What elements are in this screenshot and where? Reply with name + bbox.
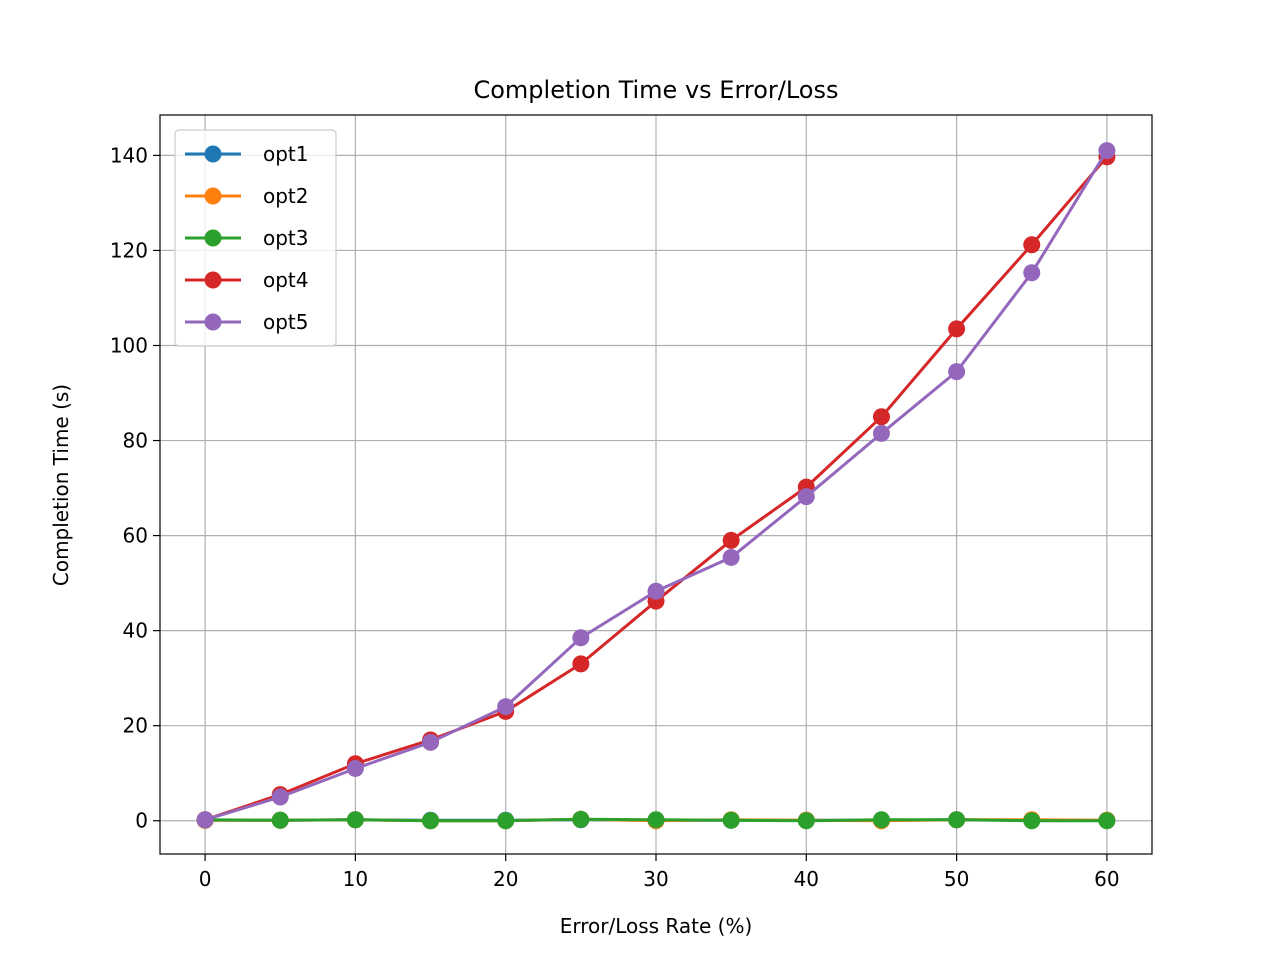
legend-item-opt3: opt3 bbox=[185, 226, 309, 250]
x-tick-label: 40 bbox=[794, 867, 819, 891]
legend-item-opt5: opt5 bbox=[185, 310, 309, 334]
series-opt5 bbox=[196, 142, 1116, 829]
data-point-opt4 bbox=[722, 531, 740, 549]
data-point-opt3 bbox=[1098, 812, 1116, 830]
legend-marker bbox=[204, 229, 222, 247]
data-point-opt5 bbox=[647, 582, 665, 600]
data-point-opt4 bbox=[1023, 236, 1041, 254]
y-tick-label: 60 bbox=[123, 524, 148, 548]
y-tick-label: 0 bbox=[135, 809, 148, 833]
legend-marker bbox=[204, 313, 222, 331]
legend-label: opt1 bbox=[263, 142, 309, 166]
y-tick-label: 80 bbox=[123, 429, 148, 453]
data-point-opt3 bbox=[872, 811, 890, 829]
data-point-opt3 bbox=[422, 812, 440, 830]
x-tick-label: 50 bbox=[944, 867, 969, 891]
data-point-opt4 bbox=[948, 320, 966, 338]
data-point-opt5 bbox=[346, 759, 364, 777]
y-axis-label: Completion Time (s) bbox=[49, 384, 73, 586]
data-point-opt3 bbox=[271, 811, 289, 829]
data-point-opt5 bbox=[722, 548, 740, 566]
legend-box bbox=[174, 129, 337, 347]
x-tick-label: 0 bbox=[199, 867, 212, 891]
legend-marker bbox=[204, 187, 222, 205]
legend-marker bbox=[204, 145, 222, 163]
legend-marker bbox=[204, 271, 222, 289]
series-group bbox=[196, 142, 1116, 830]
data-point-opt5 bbox=[196, 811, 214, 829]
data-point-opt5 bbox=[497, 698, 515, 716]
y-tick-label: 120 bbox=[110, 238, 148, 262]
y-tick-label: 140 bbox=[110, 143, 148, 167]
data-point-opt5 bbox=[872, 424, 890, 442]
x-tick-label: 10 bbox=[343, 867, 368, 891]
data-point-opt4 bbox=[572, 655, 590, 673]
chart-title: Completion Time vs Error/Loss bbox=[473, 76, 838, 104]
legend-item-opt2: opt2 bbox=[185, 184, 309, 208]
data-point-opt3 bbox=[572, 810, 590, 828]
data-point-opt3 bbox=[948, 811, 966, 829]
data-point-opt5 bbox=[948, 363, 966, 381]
data-point-opt3 bbox=[647, 811, 665, 829]
data-point-opt5 bbox=[422, 733, 440, 751]
x-axis-label: Error/Loss Rate (%) bbox=[560, 914, 753, 938]
series-opt3 bbox=[196, 810, 1116, 830]
data-point-opt3 bbox=[722, 811, 740, 829]
y-tick-label: 100 bbox=[110, 333, 148, 357]
y-tick-label: 40 bbox=[123, 619, 148, 643]
legend: opt1 opt2 opt3 opt4 opt5 bbox=[174, 129, 337, 347]
y-tick-label: 20 bbox=[123, 714, 148, 738]
legend-label: opt5 bbox=[263, 310, 309, 334]
axis-ticks: 0 10 20 30 40 50 60 0 20 40 60 80 100 120 140 bbox=[110, 143, 1120, 891]
legend-item-opt4: opt4 bbox=[185, 268, 309, 292]
legend-label: opt3 bbox=[263, 226, 309, 250]
x-tick-label: 20 bbox=[493, 867, 518, 891]
legend-label: opt2 bbox=[263, 184, 309, 208]
data-point-opt3 bbox=[497, 812, 515, 830]
data-point-opt5 bbox=[271, 788, 289, 806]
data-point-opt5 bbox=[1023, 264, 1041, 282]
data-point-opt3 bbox=[1023, 812, 1041, 830]
data-point-opt3 bbox=[797, 812, 815, 830]
legend-item-opt1: opt1 bbox=[185, 142, 309, 166]
data-point-opt5 bbox=[797, 488, 815, 506]
x-tick-label: 30 bbox=[643, 867, 668, 891]
legend-label: opt4 bbox=[263, 268, 309, 292]
data-point-opt3 bbox=[346, 811, 364, 829]
data-point-opt5 bbox=[1098, 142, 1116, 160]
data-point-opt5 bbox=[572, 629, 590, 647]
data-point-opt4 bbox=[872, 408, 890, 426]
x-tick-label: 60 bbox=[1094, 867, 1119, 891]
